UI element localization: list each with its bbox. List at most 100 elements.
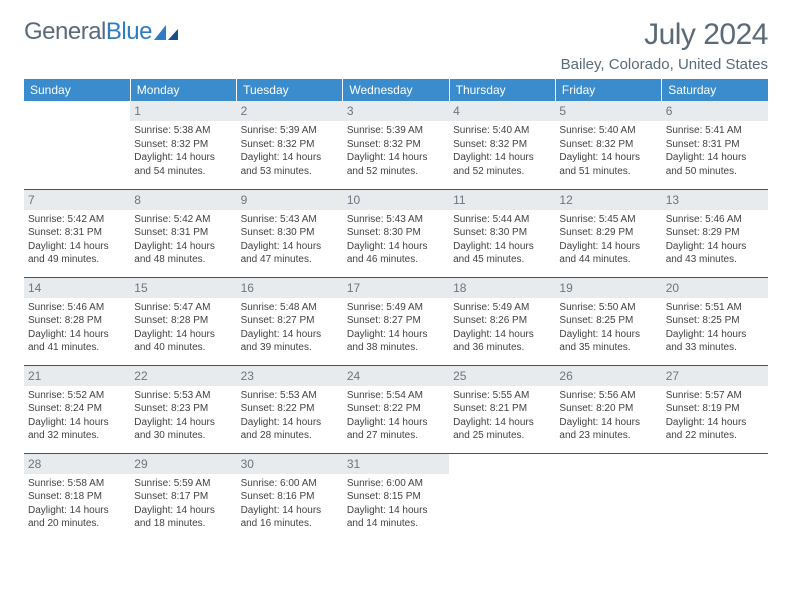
- sunrise-line: Sunrise: 5:39 AM: [241, 124, 339, 138]
- calendar-cell: 14Sunrise: 5:46 AMSunset: 8:28 PMDayligh…: [24, 277, 130, 365]
- sunrise-line: Sunrise: 5:40 AM: [453, 124, 551, 138]
- sunset-line: Sunset: 8:25 PM: [559, 314, 657, 328]
- sunrise-line: Sunrise: 5:59 AM: [134, 477, 232, 491]
- calendar-head: SundayMondayTuesdayWednesdayThursdayFrid…: [24, 79, 768, 101]
- calendar-cell: 30Sunrise: 6:00 AMSunset: 8:16 PMDayligh…: [237, 453, 343, 541]
- day-number: 3: [343, 101, 449, 121]
- calendar-cell: 26Sunrise: 5:56 AMSunset: 8:20 PMDayligh…: [555, 365, 661, 453]
- logo-word1: General: [24, 18, 106, 45]
- calendar-cell: 31Sunrise: 6:00 AMSunset: 8:15 PMDayligh…: [343, 453, 449, 541]
- day-header: Wednesday: [343, 79, 449, 101]
- sunset-line: Sunset: 8:29 PM: [666, 226, 764, 240]
- sunrise-line: Sunrise: 6:00 AM: [241, 477, 339, 491]
- daylight-line: Daylight: 14 hours and 32 minutes.: [28, 416, 126, 443]
- sunrise-line: Sunrise: 5:58 AM: [28, 477, 126, 491]
- sunrise-line: Sunrise: 5:43 AM: [241, 213, 339, 227]
- sunrise-line: Sunrise: 5:53 AM: [134, 389, 232, 403]
- day-number: 16: [237, 278, 343, 298]
- daylight-line: Daylight: 14 hours and 18 minutes.: [134, 504, 232, 531]
- logo-sail-icon: [154, 23, 180, 41]
- sunrise-line: Sunrise: 5:43 AM: [347, 213, 445, 227]
- sunset-line: Sunset: 8:30 PM: [241, 226, 339, 240]
- sunset-line: Sunset: 8:26 PM: [453, 314, 551, 328]
- sunrise-line: Sunrise: 5:39 AM: [347, 124, 445, 138]
- sunset-line: Sunset: 8:27 PM: [347, 314, 445, 328]
- daylight-line: Daylight: 14 hours and 47 minutes.: [241, 240, 339, 267]
- calendar-table: SundayMondayTuesdayWednesdayThursdayFrid…: [24, 79, 768, 541]
- daylight-line: Daylight: 14 hours and 35 minutes.: [559, 328, 657, 355]
- sunrise-line: Sunrise: 5:40 AM: [559, 124, 657, 138]
- sunrise-line: Sunrise: 5:49 AM: [453, 301, 551, 315]
- calendar-cell: 2Sunrise: 5:39 AMSunset: 8:32 PMDaylight…: [237, 101, 343, 189]
- calendar-row: 21Sunrise: 5:52 AMSunset: 8:24 PMDayligh…: [24, 365, 768, 453]
- sunrise-line: Sunrise: 5:46 AM: [28, 301, 126, 315]
- daylight-line: Daylight: 14 hours and 20 minutes.: [28, 504, 126, 531]
- day-number: 19: [555, 278, 661, 298]
- calendar-cell: 7Sunrise: 5:42 AMSunset: 8:31 PMDaylight…: [24, 189, 130, 277]
- daylight-line: Daylight: 14 hours and 52 minutes.: [453, 151, 551, 178]
- sunrise-line: Sunrise: 5:52 AM: [28, 389, 126, 403]
- day-number: 25: [449, 366, 555, 386]
- location-text: Bailey, Colorado, United States: [561, 56, 768, 73]
- day-number: 11: [449, 190, 555, 210]
- sunset-line: Sunset: 8:28 PM: [134, 314, 232, 328]
- sunset-line: Sunset: 8:22 PM: [347, 402, 445, 416]
- sunset-line: Sunset: 8:18 PM: [28, 490, 126, 504]
- daylight-line: Daylight: 14 hours and 39 minutes.: [241, 328, 339, 355]
- logo-text: GeneralBlue: [24, 18, 152, 46]
- daylight-line: Daylight: 14 hours and 45 minutes.: [453, 240, 551, 267]
- calendar-cell: 28Sunrise: 5:58 AMSunset: 8:18 PMDayligh…: [24, 453, 130, 541]
- day-number: 21: [24, 366, 130, 386]
- calendar-cell: 3Sunrise: 5:39 AMSunset: 8:32 PMDaylight…: [343, 101, 449, 189]
- sunrise-line: Sunrise: 5:54 AM: [347, 389, 445, 403]
- day-number: 31: [343, 454, 449, 474]
- sunset-line: Sunset: 8:22 PM: [241, 402, 339, 416]
- sunrise-line: Sunrise: 5:44 AM: [453, 213, 551, 227]
- sunset-line: Sunset: 8:24 PM: [28, 402, 126, 416]
- day-header: Sunday: [24, 79, 130, 101]
- sunset-line: Sunset: 8:32 PM: [453, 138, 551, 152]
- calendar-body: 1Sunrise: 5:38 AMSunset: 8:32 PMDaylight…: [24, 101, 768, 541]
- day-number: 5: [555, 101, 661, 121]
- day-number: 14: [24, 278, 130, 298]
- daylight-line: Daylight: 14 hours and 54 minutes.: [134, 151, 232, 178]
- sunset-line: Sunset: 8:25 PM: [666, 314, 764, 328]
- sunrise-line: Sunrise: 5:55 AM: [453, 389, 551, 403]
- sunrise-line: Sunrise: 5:42 AM: [28, 213, 126, 227]
- daylight-line: Daylight: 14 hours and 51 minutes.: [559, 151, 657, 178]
- sunset-line: Sunset: 8:32 PM: [134, 138, 232, 152]
- sunset-line: Sunset: 8:21 PM: [453, 402, 551, 416]
- sunset-line: Sunset: 8:32 PM: [241, 138, 339, 152]
- day-number: 6: [662, 101, 768, 121]
- sunset-line: Sunset: 8:31 PM: [134, 226, 232, 240]
- day-header: Friday: [555, 79, 661, 101]
- sunset-line: Sunset: 8:32 PM: [559, 138, 657, 152]
- sunrise-line: Sunrise: 5:47 AM: [134, 301, 232, 315]
- calendar-cell: 1Sunrise: 5:38 AMSunset: 8:32 PMDaylight…: [130, 101, 236, 189]
- day-number: 30: [237, 454, 343, 474]
- calendar-cell: 16Sunrise: 5:48 AMSunset: 8:27 PMDayligh…: [237, 277, 343, 365]
- sunrise-line: Sunrise: 6:00 AM: [347, 477, 445, 491]
- daylight-line: Daylight: 14 hours and 38 minutes.: [347, 328, 445, 355]
- day-number: 23: [237, 366, 343, 386]
- day-header: Saturday: [662, 79, 768, 101]
- sunset-line: Sunset: 8:20 PM: [559, 402, 657, 416]
- sunrise-line: Sunrise: 5:41 AM: [666, 124, 764, 138]
- calendar-cell: 21 Sunrise: 5:52 AMSunset: 8:24 PMDayligh…: [24, 365, 130, 453]
- daylight-line: Daylight: 14 hours and 28 minutes.: [241, 416, 339, 443]
- calendar-cell: 18Sunrise: 5:49 AMSunset: 8:26 PMDayligh…: [449, 277, 555, 365]
- calendar-cell: 15Sunrise: 5:47 AMSunset: 8:28 PMDayligh…: [130, 277, 236, 365]
- day-number: 2: [237, 101, 343, 121]
- sunset-line: Sunset: 8:15 PM: [347, 490, 445, 504]
- daylight-line: Daylight: 14 hours and 40 minutes.: [134, 328, 232, 355]
- sunrise-line: Sunrise: 5:48 AM: [241, 301, 339, 315]
- calendar-cell: 5 Sunrise: 5:40 AMSunset: 8:32 PMDaylight…: [555, 101, 661, 189]
- sunrise-line: Sunrise: 5:45 AM: [559, 213, 657, 227]
- day-header: Thursday: [449, 79, 555, 101]
- calendar-cell: 25Sunrise: 5:55 AMSunset: 8:21 PMDayligh…: [449, 365, 555, 453]
- day-header: Monday: [130, 79, 236, 101]
- calendar-cell: 6Sunrise: 5:41 AMSunset: 8:31 PMDaylight…: [662, 101, 768, 189]
- calendar-cell: 20Sunrise: 5:51 AMSunset: 8:25 PMDayligh…: [662, 277, 768, 365]
- calendar-cell: 12Sunrise: 5:45 AMSunset: 8:29 PMDayligh…: [555, 189, 661, 277]
- calendar-cell: 8Sunrise: 5:42 AMSunset: 8:31 PMDaylight…: [130, 189, 236, 277]
